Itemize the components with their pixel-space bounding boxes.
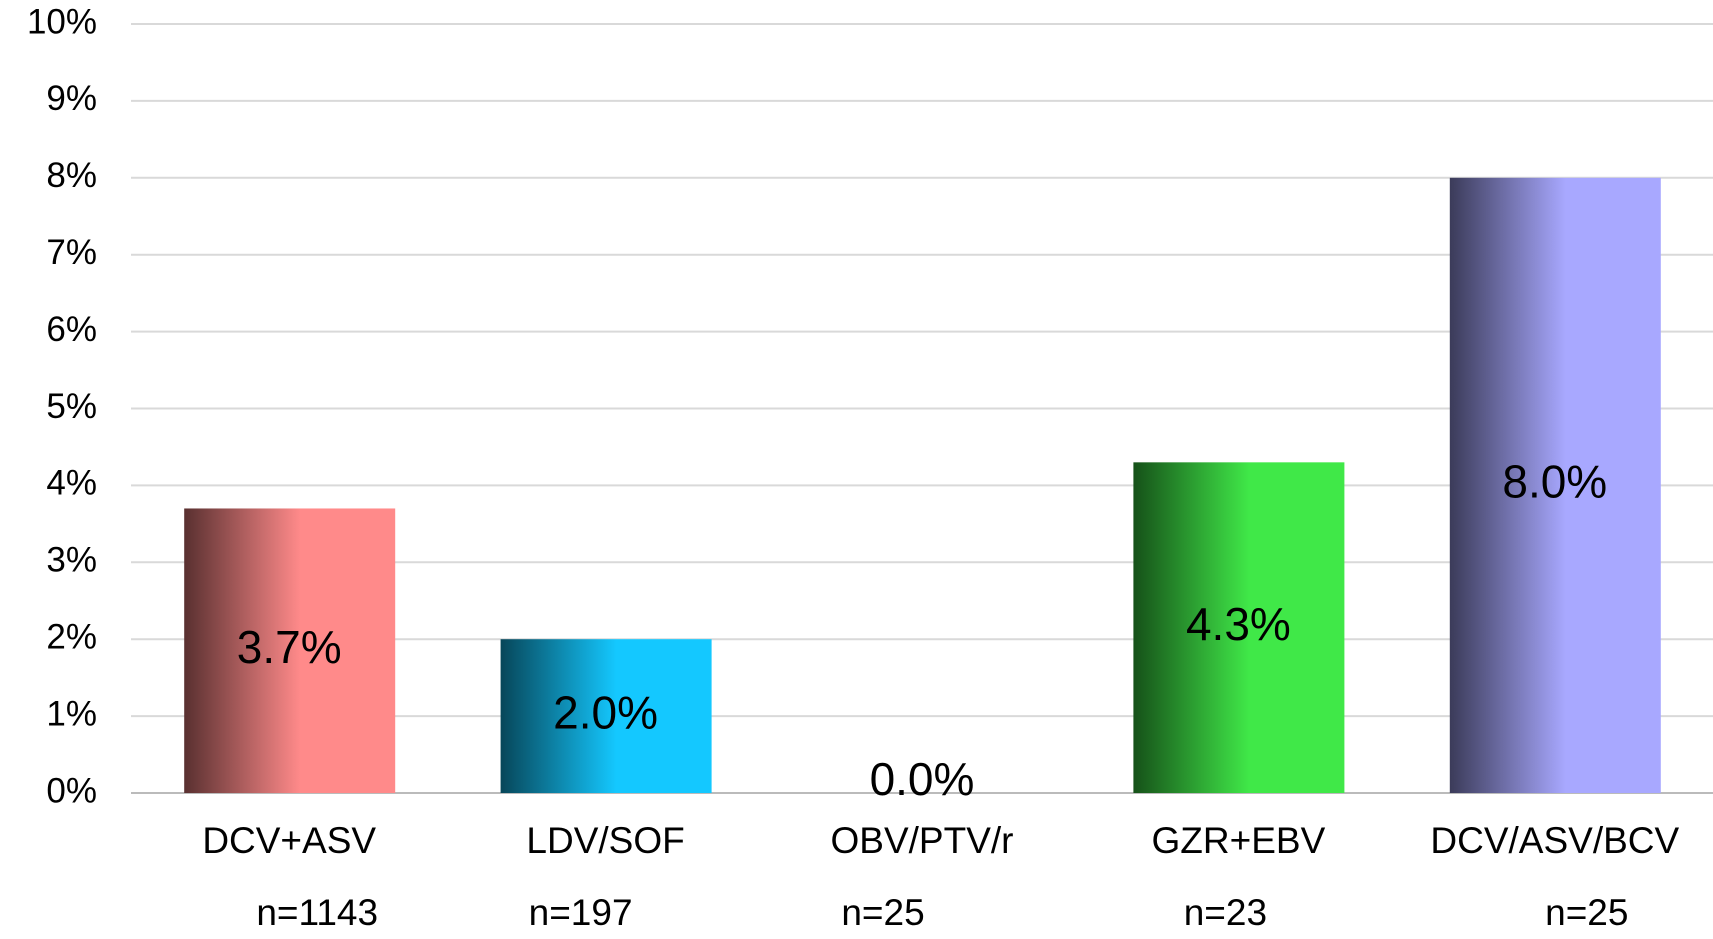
y-tick-label: 3% xyxy=(46,541,97,580)
x-tick-label: DCV/ASV/BCV xyxy=(1430,820,1679,861)
sample-size: n=197 xyxy=(529,892,633,933)
value-label: 4.3% xyxy=(1186,598,1291,650)
y-tick-label: 1% xyxy=(46,694,97,733)
bar xyxy=(184,508,396,793)
y-tick-label: 10% xyxy=(27,2,97,41)
bar xyxy=(1449,177,1661,794)
x-tick-label: LDV/SOF xyxy=(526,820,684,861)
sample-size: n=25 xyxy=(1545,892,1628,933)
y-tick-label: 5% xyxy=(46,387,97,426)
bar xyxy=(500,639,712,793)
sample-size: n=1143 xyxy=(256,892,378,933)
y-tick-label: 8% xyxy=(46,156,97,195)
y-tick-label: 6% xyxy=(46,310,97,349)
x-tick-label: DCV+ASV xyxy=(202,820,376,861)
y-tick-label: 4% xyxy=(46,464,97,503)
value-label: 0.0% xyxy=(870,753,975,805)
y-tick-label: 2% xyxy=(46,617,97,656)
value-label: 3.7% xyxy=(237,621,342,673)
value-label: 2.0% xyxy=(553,686,658,738)
sample-size: n=23 xyxy=(1184,892,1267,933)
y-tick-label: 7% xyxy=(46,233,97,272)
bar xyxy=(1133,462,1345,793)
y-tick-label: 0% xyxy=(46,771,97,810)
value-label: 8.0% xyxy=(1502,456,1607,508)
sample-size: n=25 xyxy=(841,892,924,933)
x-tick-label: OBV/PTV/r xyxy=(831,820,1014,861)
x-tick-label: GZR+EBV xyxy=(1152,820,1326,861)
y-tick-label: 9% xyxy=(46,79,97,118)
